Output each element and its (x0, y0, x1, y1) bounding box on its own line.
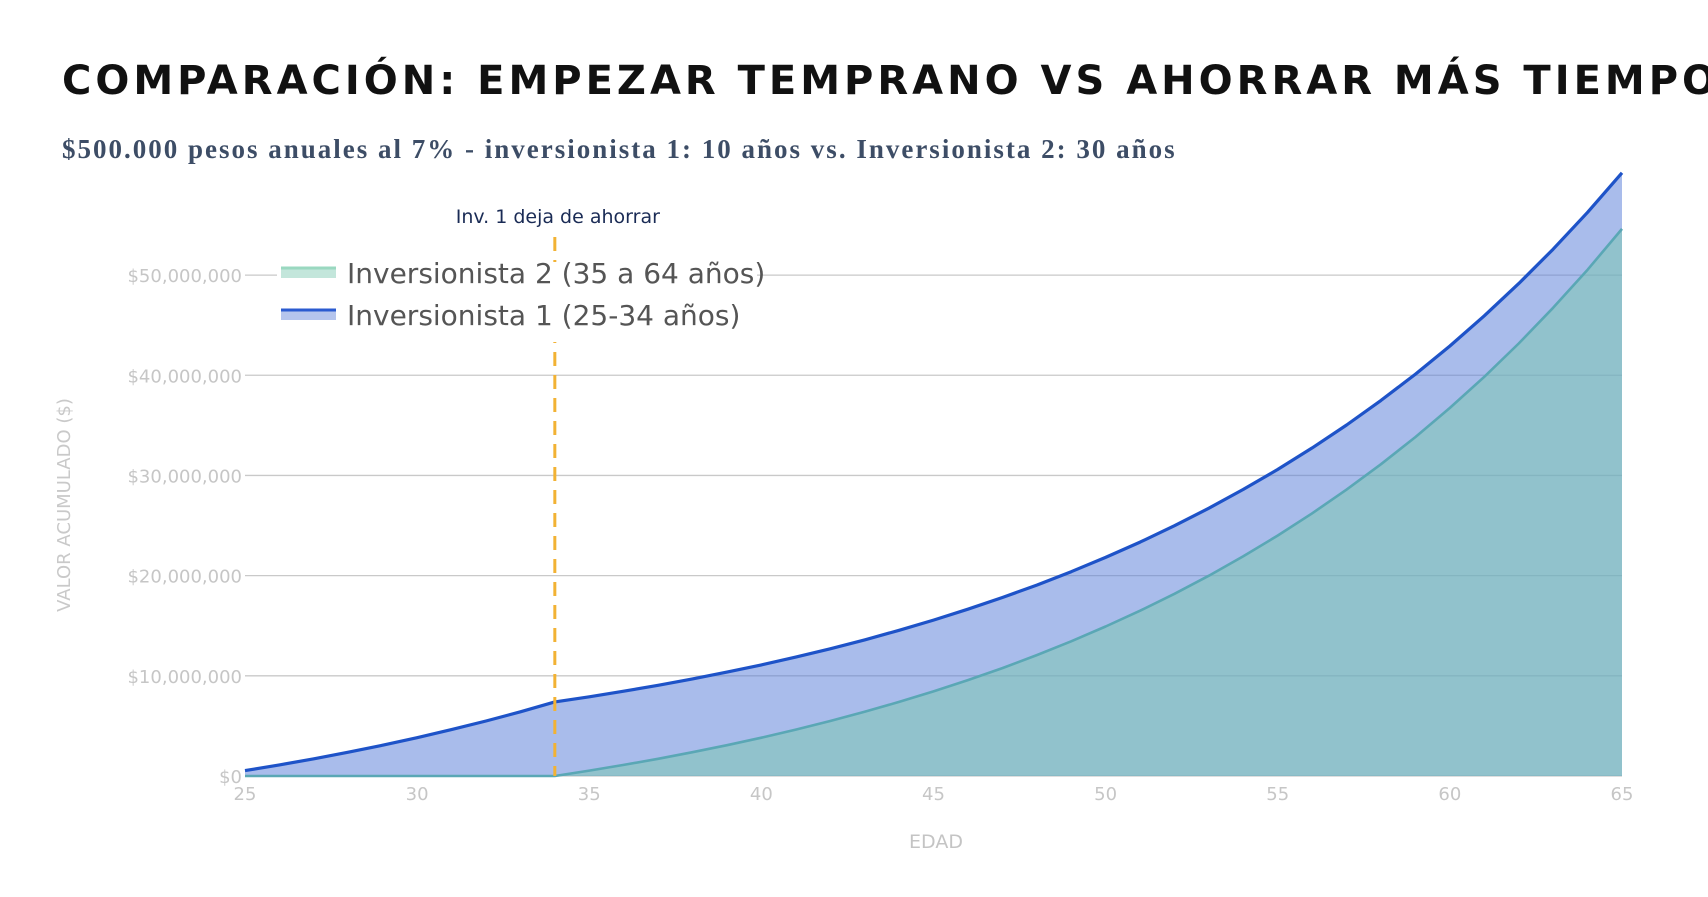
line-series-1 (245, 228, 1623, 778)
x-axis-label: EDAD (909, 831, 963, 853)
legend-background (277, 262, 757, 342)
x-tick-label: 65 (1611, 784, 1634, 805)
x-tick-label: 25 (234, 784, 257, 805)
area-series-1 (245, 228, 1622, 776)
legend[interactable]: Inversionista 2 (35 a 64 años) Inversioni… (277, 257, 765, 342)
x-tick-label: 55 (1266, 784, 1289, 805)
legend-label: Inversionista 1 (25-34 años) (347, 299, 740, 332)
y-axis-label: VALOR ACUMULADO ($) (54, 398, 75, 612)
chart-subtitle: $500.000 pesos anuales al 7% - inversion… (62, 134, 1177, 164)
y-tick-label: $30,000,000 (127, 466, 242, 487)
x-axis-ticks: 25 30 35 40 45 50 55 60 65 (234, 784, 1634, 805)
y-tick-label: $50,000,000 (127, 266, 242, 287)
x-tick-label: 60 (1438, 784, 1461, 805)
y-axis-ticks: $0 $10,000,000 $20,000,000 $30,000,000 $40,0… (127, 266, 242, 788)
x-tick-label: 45 (922, 784, 945, 805)
legend-swatch (281, 310, 336, 320)
y-tick-label: $0 (219, 767, 242, 788)
series-areas (245, 172, 1622, 777)
annotation: Inv. 1 deja de ahorrar (456, 206, 660, 776)
x-tick-label: 40 (750, 784, 773, 805)
x-tick-label: 35 (578, 784, 601, 805)
series-lines (244, 171, 1624, 778)
y-tick-label: $10,000,000 (127, 667, 242, 688)
legend-swatch (281, 268, 336, 278)
x-tick-label: 30 (406, 784, 429, 805)
y-tick-label: $40,000,000 (127, 366, 242, 387)
annotation-label: Inv. 1 deja de ahorrar (456, 206, 660, 228)
legend-label: Inversionista 2 (35 a 64 años) (347, 257, 765, 290)
x-tick-label: 50 (1094, 784, 1117, 805)
chart-title: COMPARACIÓN: EMPEZAR TEMPRANO VS AHORRAR… (62, 58, 1708, 104)
y-tick-label: $20,000,000 (127, 567, 242, 588)
line-series-2 (244, 171, 1624, 773)
